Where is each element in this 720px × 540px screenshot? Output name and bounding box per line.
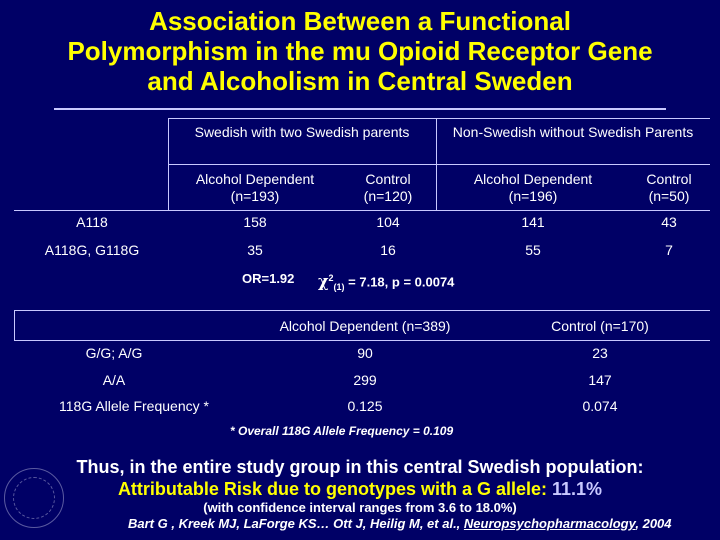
chi-square-stat: χ2(1) = 7.18, p = 0.0074 — [318, 271, 455, 292]
group-non-swedish-header: Non-Swedish without Swedish Parents — [452, 124, 694, 140]
row-label-a118g-g118g: A118G, G118G — [44, 242, 140, 258]
attributable-risk-value: 11.1% — [552, 479, 603, 499]
confidence-interval: (with confidence interval ranges from 3.… — [203, 500, 517, 515]
header-alcohol-dependent: Alcohol Dependent (n=389) — [279, 318, 451, 334]
table2-left-border — [14, 310, 15, 340]
table-cell: 0.074 — [582, 398, 618, 414]
table-cell: 104 — [376, 214, 400, 230]
odds-ratio: OR=1.92 — [242, 271, 295, 286]
journal-name: Neuropsychopharmacology — [463, 516, 636, 531]
table-cell: 158 — [243, 214, 267, 230]
row-label-gg-ag: G/G; A/G — [85, 345, 143, 361]
citation: Bart G , Kreek MJ, LaForge KS… Ott J, He… — [128, 516, 672, 531]
title-line-3: and Alcoholism in Central Sweden — [147, 66, 573, 96]
title-line-1: Association Between a Functional — [149, 6, 571, 36]
table1-sub-border — [168, 164, 710, 165]
row-label-a118: A118 — [76, 214, 108, 230]
table-cell: 16 — [380, 242, 396, 258]
table-cell: 299 — [353, 372, 377, 388]
title-divider — [54, 108, 666, 110]
title-line-2: Polymorphism in the mu Opioid Receptor G… — [67, 36, 653, 66]
row-label-allele-frequency: 118G Allele Frequency * — [59, 398, 209, 414]
university-seal-icon — [4, 468, 64, 528]
table-cell: 90 — [357, 345, 373, 361]
group-swedish-header: Swedish with two Swedish parents — [194, 124, 410, 140]
table1-left-border — [168, 118, 169, 210]
header-control: Control (n=170) — [551, 318, 649, 334]
table-cell: 141 — [521, 214, 545, 230]
table-cell: 55 — [525, 242, 541, 258]
row-label-aa: A/A — [102, 372, 126, 388]
table2-top-border — [14, 310, 710, 311]
table1-top-border — [168, 118, 710, 119]
conclusion-line-1: Thus, in the entire study group in this … — [76, 457, 644, 477]
table-cell: 7 — [665, 242, 673, 258]
table-cell: 147 — [588, 372, 612, 388]
table-cell: 23 — [592, 345, 608, 361]
table1-header-bottom — [14, 210, 710, 211]
subheader-control-swedish: Control (n=120) — [363, 171, 413, 204]
table2-footnote: * Overall 118G Allele Frequency = 0.109 — [230, 424, 454, 438]
table-cell: 0.125 — [347, 398, 383, 414]
subheader-alcohol-dependent-swedish: Alcohol Dependent (n=193) — [195, 171, 315, 204]
table1-group-divider — [436, 118, 437, 210]
subheader-control-non-swedish: Control (n=50) — [646, 171, 692, 204]
subheader-alcohol-dependent-non-swedish: Alcohol Dependent (n=196) — [473, 171, 593, 204]
attributable-risk: Attributable Risk due to genotypes with … — [117, 479, 603, 499]
table-cell: 35 — [247, 242, 263, 258]
slide-title: Association Between a Functional Polymor… — [0, 6, 720, 96]
table2-header-bottom — [14, 340, 710, 341]
table-cell: 43 — [661, 214, 677, 230]
